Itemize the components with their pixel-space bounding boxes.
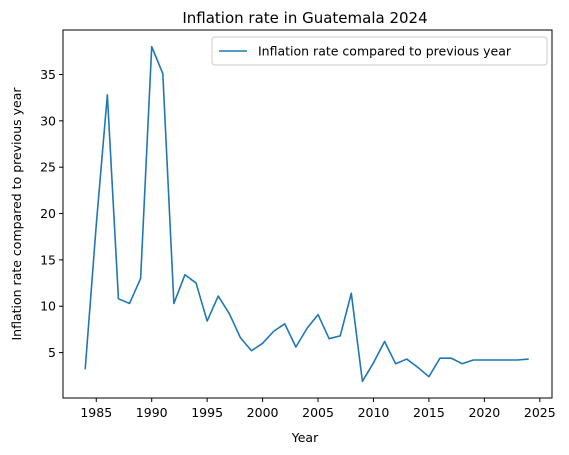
y-axis-title: Inflation rate compared to previous year [9,87,24,341]
chart-title: Inflation rate in Guatemala 2024 [182,9,427,27]
legend-box [211,36,548,66]
plot-area [84,45,529,383]
y-tick-label: 35 [40,67,56,82]
series-line-0 [84,45,529,383]
plot-frame [62,29,553,399]
x-tick-label: 2000 [247,405,279,420]
x-tick-label: 2025 [524,405,556,420]
x-axis: 1985 1990 1995 2000 2005 2010 2015 2020 2025 [80,398,556,420]
legend: Inflation rate compared to previous year [211,36,548,66]
y-tick-label: 5 [48,345,56,360]
y-tick-label: 30 [40,113,56,128]
y-tick-label: 20 [40,206,56,221]
x-axis-title: Year [291,430,319,445]
x-tick-label: 2015 [413,405,445,420]
x-tick-label: 1995 [191,405,223,420]
legend-label: Inflation rate compared to previous year [258,44,512,59]
y-tick-label: 10 [40,299,56,314]
x-tick-label: 2005 [302,405,334,420]
y-tick-label: 15 [40,252,56,267]
x-tick-label: 1985 [80,405,112,420]
x-tick-label: 2010 [358,405,390,420]
y-axis: 5 10 15 20 25 30 35 [40,67,63,360]
x-tick-label: 1990 [136,405,168,420]
y-tick-label: 25 [40,160,56,175]
x-tick-label: 2020 [468,405,500,420]
